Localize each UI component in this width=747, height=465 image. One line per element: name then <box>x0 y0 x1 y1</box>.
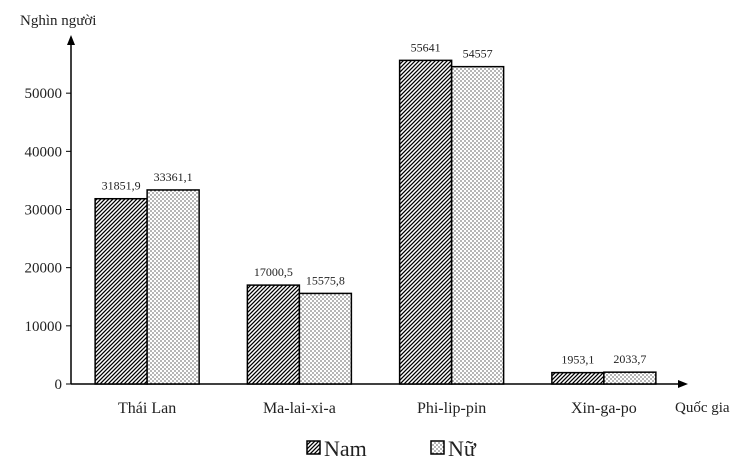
data-label: 31851,9 <box>102 179 141 193</box>
bar-nam <box>94 197 148 385</box>
bar-nu <box>450 65 505 385</box>
y-ticks: 0 10000 20000 30000 40000 50000 <box>25 86 71 393</box>
data-label: 54557 <box>463 47 493 61</box>
y-axis-title: Nghìn người <box>20 13 96 29</box>
legend: Nam Nữ <box>306 436 477 461</box>
bars <box>94 59 657 385</box>
data-label: 33361,1 <box>154 170 193 184</box>
y-tick-label: 10000 <box>25 319 63 335</box>
bar-nu <box>298 292 353 385</box>
data-label: 2033,7 <box>613 352 646 366</box>
legend-label-nam: Nam <box>324 436 367 460</box>
x-tick-label: Ma-lai-xi-a <box>263 400 336 417</box>
bar-nu <box>603 371 657 385</box>
legend-swatch-nam <box>306 440 321 455</box>
y-axis-arrow <box>67 35 75 45</box>
y-tick-label: 40000 <box>25 144 63 160</box>
bar-nam <box>398 59 453 385</box>
data-label: 17000,5 <box>254 265 293 279</box>
legend-label-nu: Nữ <box>448 436 477 460</box>
y-tick-label: 0 <box>55 377 63 393</box>
x-axis-title: Quốc gia <box>675 400 730 416</box>
y-tick-label: 20000 <box>25 261 63 277</box>
x-axis-arrow <box>678 380 688 388</box>
bar-nu <box>146 189 200 385</box>
data-labels: 31851,9 33361,1 17000,5 15575,8 55641 54557 19… <box>102 40 647 366</box>
x-tick-label: Phi-lip-pin <box>417 400 486 417</box>
x-tick-label: Xin-ga-po <box>571 400 637 417</box>
y-tick-label: 30000 <box>25 203 63 219</box>
bar-nam <box>551 371 605 385</box>
x-tick-label: Thái Lan <box>118 400 176 417</box>
data-label: 1953,1 <box>561 353 594 367</box>
legend-swatch-nu <box>430 440 445 455</box>
bar-nam <box>246 284 301 385</box>
data-label: 15575,8 <box>306 273 345 287</box>
y-tick-label: 50000 <box>25 86 63 102</box>
x-ticks: Thái Lan Ma-lai-xi-a Phi-lip-pin Xin-ga-po <box>118 400 637 417</box>
data-label: 55641 <box>411 40 441 54</box>
